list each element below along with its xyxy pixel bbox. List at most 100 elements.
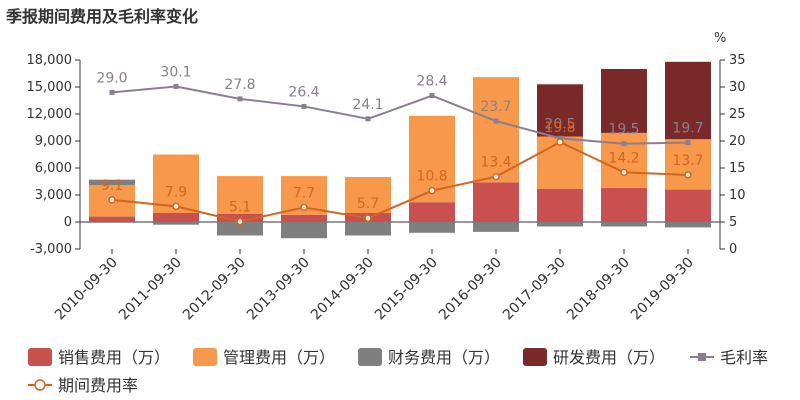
data-label: 23.7 [480,99,511,115]
bar-segment [345,177,391,213]
x-tick-label: 2018-09-30 [564,255,633,324]
data-label: 7.9 [165,184,187,200]
data-label: 13.4 [480,155,511,171]
bar-segment [281,222,327,239]
right-tick-label: 10 [729,188,746,203]
bar-segment [89,216,135,222]
bar-segment [601,69,647,133]
data-label: 14.2 [608,150,639,166]
legend-label: 管理费用（万） [223,348,335,367]
right-tick-label: 15 [729,161,746,176]
bars [89,61,711,239]
bar-segment [153,213,199,222]
lines [108,83,692,226]
data-label: 28.4 [416,74,447,90]
bar-segment [473,222,519,232]
bar-segment [89,179,135,186]
data-label: 27.8 [224,77,255,93]
series-point [684,171,692,179]
bar-segment [537,188,583,222]
x-tick-label: 2012-09-30 [180,255,249,324]
data-label: 5.7 [357,196,379,212]
right-tick-label: 25 [729,107,746,122]
data-label: 10.8 [416,169,447,185]
legend-swatch [193,348,217,366]
data-label: 7.7 [293,185,315,201]
right-tick-label: 5 [729,215,737,230]
legend-label: 期间费用率 [58,376,138,395]
bar-segment [665,61,711,140]
data-label: 24.1 [352,97,383,113]
legend-label: 财务费用（万） [388,348,500,367]
right-tick-label: 20 [729,134,746,149]
data-labels: 29.0 30.1 27.8 26.4 24.1 28.4 23.7 20.5 19.5 19.7… [96,64,703,215]
right-tick-label: 0 [729,242,737,257]
data-label: 5.1 [229,199,251,215]
bar-segment [665,189,711,222]
series-point [301,103,307,109]
legend-marker [698,353,706,361]
data-label: 29.0 [96,70,127,86]
x-tick-label: 2019-09-30 [628,255,697,324]
legend-swatch [28,348,52,366]
bar-segment [345,222,391,236]
left-tick-label: 9,000 [35,134,72,149]
data-label: 30.1 [160,64,191,80]
series-point [365,116,371,122]
bar-segment [217,222,263,236]
data-label: 19.7 [672,121,703,137]
x-tick-label: 2010-09-30 [52,255,121,324]
bar-segment [665,139,711,190]
series-point [620,168,628,177]
series-line [111,85,689,145]
bar-segment [153,222,199,225]
data-label: 9.1 [101,178,123,194]
series-line [111,140,689,223]
data-label: 13.7 [672,153,703,169]
bar-segment [537,222,583,227]
bar-segment [217,176,263,214]
right-tick-label: 35 [729,53,746,68]
x-tick-label: 2016-09-30 [436,255,505,324]
left-tick-label: 0 [64,215,72,230]
legend-swatch [358,348,382,366]
legend-label: 研发费用（万） [553,348,665,367]
series-point [429,93,435,99]
bar-segment [409,222,455,233]
series-point [557,135,563,141]
series-point [236,217,244,226]
series-point [300,203,308,212]
bar-segment [409,202,455,222]
data-label: 20.5 [544,116,575,132]
bar-segment [473,77,519,183]
series-point [556,138,564,146]
legend-swatch [523,348,547,366]
x-tick-label: 2011-09-30 [116,255,185,324]
bar-segment [473,182,519,222]
series-point [428,186,436,195]
series-point [493,118,499,124]
chart-title: 季报期间费用及毛利率变化 [6,7,199,26]
x-tick-label: 2013-09-30 [244,255,313,324]
data-label: 19.5 [608,122,639,138]
x-tick-label: 2014-09-30 [308,255,377,324]
series-point [621,141,627,147]
bar-segment [537,84,583,137]
bar-segment [281,214,327,222]
series-point [685,140,691,146]
series-point [364,214,372,222]
data-label: 26.4 [288,84,319,100]
bar-segment [601,187,647,222]
left-tick-label: 3,000 [35,188,72,203]
series-point [108,196,116,204]
right-tick-label: 30 [729,80,746,95]
series-point [109,89,115,95]
legend-label: 销售费用（万） [58,348,170,367]
left-tick-label: 12,000 [27,107,73,122]
left-tick-label: 15,000 [27,80,73,95]
legend-marker [34,379,46,391]
series-point [173,83,179,89]
left-tick-label: 6,000 [35,161,72,176]
bar-segment [665,222,711,228]
